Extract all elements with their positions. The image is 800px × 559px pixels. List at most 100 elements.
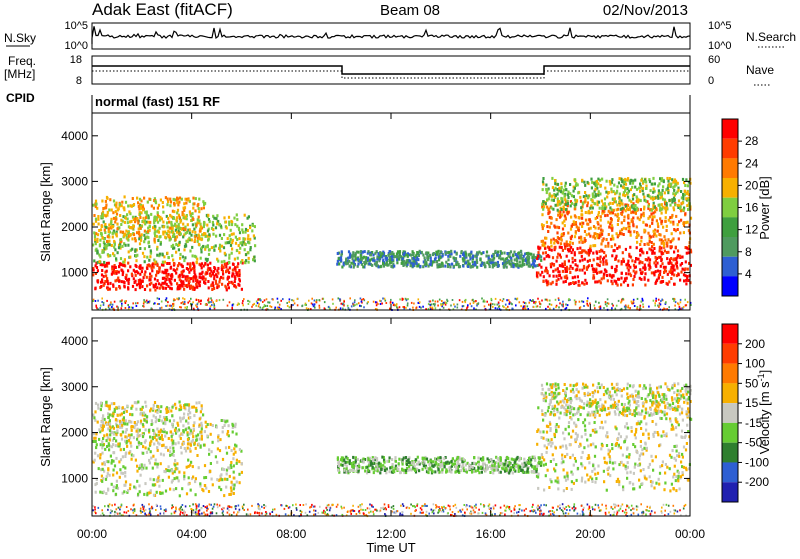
data-cell [190, 461, 192, 464]
data-cell [621, 272, 623, 275]
data-cell [154, 238, 156, 241]
data-cell [96, 240, 98, 243]
data-cell [644, 243, 646, 246]
data-cell [102, 207, 104, 210]
data-cell [658, 182, 660, 185]
ground-scatter-cell [359, 305, 361, 307]
data-cell [144, 288, 146, 291]
data-cell [117, 414, 119, 417]
data-cell [657, 222, 659, 225]
ground-scatter-cell [219, 299, 221, 301]
data-cell [93, 259, 95, 262]
data-cell [627, 263, 629, 266]
ground-scatter-cell [137, 302, 139, 304]
ground-scatter-cell [515, 304, 517, 306]
data-cell [235, 433, 237, 436]
data-cell [182, 211, 184, 214]
data-cell [554, 179, 556, 182]
ground-scatter-cell [263, 306, 265, 308]
data-cell [626, 207, 628, 210]
ground-scatter-cell [528, 302, 530, 304]
data-cell [144, 401, 146, 404]
data-cell [611, 245, 613, 248]
data-cell [217, 267, 219, 270]
data-cell [216, 461, 218, 464]
data-cell [374, 252, 376, 255]
data-cell [603, 275, 605, 278]
data-cell [138, 441, 140, 444]
data-cell [156, 248, 158, 251]
data-cell [616, 247, 618, 250]
data-cell [173, 233, 175, 236]
data-cell [145, 446, 147, 449]
data-cell [240, 261, 242, 264]
data-cell [170, 267, 172, 270]
data-cell [93, 204, 95, 207]
data-cell [106, 404, 108, 407]
ground-scatter-cell [411, 302, 413, 304]
data-cell [155, 416, 157, 419]
ground-scatter-cell [533, 306, 535, 308]
ground-scatter-cell [340, 307, 342, 309]
data-cell [575, 203, 577, 206]
data-cell [231, 449, 233, 452]
data-cell [226, 227, 228, 230]
data-cell [435, 251, 437, 254]
data-cell [152, 455, 154, 458]
data-cell [228, 261, 230, 264]
data-cell [597, 214, 599, 217]
data-cell [139, 279, 141, 282]
data-cell [597, 257, 599, 260]
ground-scatter-cell [608, 303, 610, 305]
data-cell [678, 199, 680, 202]
data-cell [146, 276, 148, 279]
data-cell [102, 444, 104, 447]
data-cell [162, 492, 164, 495]
data-cell [142, 452, 144, 455]
ground-scatter-cell [166, 297, 168, 299]
data-cell [656, 230, 658, 233]
data-cell [109, 429, 111, 432]
data-cell [512, 254, 514, 257]
data-cell [168, 262, 170, 265]
data-cell [194, 442, 196, 445]
ground-scatter-cell [488, 304, 490, 306]
data-cell [167, 449, 169, 452]
data-cell [134, 217, 136, 220]
ground-scatter-cell [385, 300, 387, 302]
data-cell [198, 466, 200, 469]
ground-scatter-cell [161, 301, 163, 303]
data-cell [594, 281, 596, 284]
data-cell [622, 207, 624, 210]
data-cell [353, 264, 355, 267]
data-cell [112, 474, 114, 477]
data-cell [105, 401, 107, 404]
data-cell [121, 421, 123, 424]
data-cell [128, 250, 130, 253]
ground-scatter-cell [390, 301, 392, 303]
data-cell [685, 197, 687, 200]
data-cell [196, 402, 198, 405]
data-cell [205, 487, 207, 490]
data-cell [425, 251, 427, 254]
data-cell [459, 255, 461, 258]
data-cell [107, 211, 109, 214]
data-cell [574, 235, 576, 238]
data-cell [205, 245, 207, 248]
data-cell [666, 202, 668, 205]
data-cell [553, 238, 555, 241]
data-cell [247, 234, 249, 237]
data-cell [207, 214, 209, 217]
data-cell [212, 221, 214, 224]
data-cell [178, 248, 180, 251]
data-cell [200, 250, 202, 253]
data-cell [120, 472, 122, 475]
data-cell [515, 263, 517, 266]
data-cell [603, 273, 605, 276]
data-cell [142, 208, 144, 211]
data-cell [226, 420, 228, 423]
data-cell [584, 258, 586, 261]
data-cell [555, 187, 557, 190]
cpid-label: CPID [6, 91, 35, 105]
data-cell [150, 440, 152, 443]
